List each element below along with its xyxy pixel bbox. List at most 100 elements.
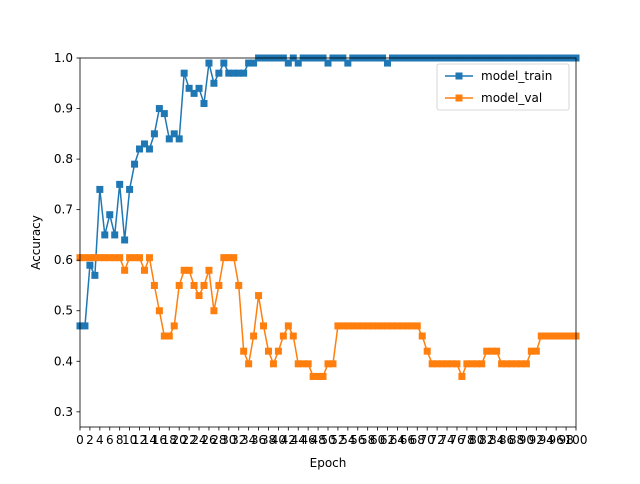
data-point [369, 322, 377, 330]
data-point [324, 59, 332, 67]
x-tick-label: 40 [271, 433, 286, 447]
data-point [384, 322, 392, 330]
legend-label: model_train [481, 69, 552, 83]
data-point [185, 84, 193, 92]
x-tick-label: 16 [152, 433, 167, 447]
data-point [136, 254, 144, 262]
data-point [527, 347, 535, 355]
y-tick-label: 1.0 [54, 51, 73, 65]
data-point [443, 360, 451, 368]
x-tick-label: 54 [340, 433, 355, 447]
data-point [200, 281, 208, 289]
data-point [220, 254, 228, 262]
x-tick-label: 64 [390, 433, 405, 447]
x-tick-label: 8 [116, 433, 124, 447]
x-tick-label: 52 [330, 433, 345, 447]
data-point [220, 59, 228, 67]
legend-marker [455, 72, 463, 80]
data-point [121, 266, 129, 274]
x-tick-label: 98 [558, 433, 573, 447]
x-tick-label: 6 [106, 433, 114, 447]
data-point [86, 254, 94, 262]
data-point [458, 372, 466, 380]
x-tick-label: 26 [201, 433, 216, 447]
data-point [269, 360, 277, 368]
data-point [145, 254, 153, 262]
data-point [225, 254, 233, 262]
data-point [101, 231, 109, 239]
data-point [537, 332, 545, 340]
data-point [205, 59, 213, 67]
data-point [493, 347, 501, 355]
data-point [478, 360, 486, 368]
data-point [552, 332, 560, 340]
x-tick-label: 50 [320, 433, 335, 447]
x-tick-label: 32 [231, 433, 246, 447]
data-point [121, 236, 129, 244]
x-tick-label: 46 [301, 433, 316, 447]
x-tick-label: 30 [221, 433, 236, 447]
data-point [131, 160, 139, 168]
data-point [106, 211, 114, 219]
data-point [180, 266, 188, 274]
data-point [279, 332, 287, 340]
x-tick-label: 78 [459, 433, 474, 447]
data-point [398, 322, 406, 330]
data-point [294, 360, 302, 368]
x-tick-label: 38 [261, 433, 276, 447]
data-point [364, 322, 372, 330]
data-point [235, 69, 243, 77]
data-point [468, 360, 476, 368]
data-point [245, 59, 253, 67]
x-axis-ticks: 0 2 4 6 810121416182022242628303234363840424… [76, 427, 587, 447]
data-point [116, 180, 124, 188]
x-tick-label: 82 [479, 433, 494, 447]
data-point [111, 231, 119, 239]
data-point [195, 84, 203, 92]
data-point [230, 254, 238, 262]
data-point [408, 322, 416, 330]
data-point [165, 135, 173, 143]
data-point [453, 360, 461, 368]
x-tick-label: 90 [519, 433, 534, 447]
data-point [428, 360, 436, 368]
data-point [205, 266, 213, 274]
data-point [508, 360, 516, 368]
data-point [344, 322, 352, 330]
x-tick-label: 80 [469, 433, 484, 447]
data-point [522, 360, 530, 368]
data-point [329, 360, 337, 368]
data-point [140, 266, 148, 274]
x-tick-label: 10 [122, 433, 137, 447]
data-point [215, 69, 223, 77]
data-point [324, 360, 332, 368]
data-point [250, 59, 258, 67]
x-axis-label: Epoch [310, 456, 347, 470]
x-tick-label: 58 [360, 433, 375, 447]
x-tick-label: 66 [400, 433, 415, 447]
x-tick-label: 2 [86, 433, 94, 447]
x-tick-label: 72 [429, 433, 444, 447]
data-point [294, 59, 302, 67]
data-point [309, 372, 317, 380]
data-point [225, 69, 233, 77]
data-point [126, 185, 134, 193]
x-tick-label: 24 [191, 433, 206, 447]
data-point [145, 145, 153, 153]
data-point [175, 135, 183, 143]
x-tick-label: 84 [489, 433, 504, 447]
y-tick-label: 0.8 [54, 152, 73, 166]
data-point [359, 322, 367, 330]
data-point [349, 322, 357, 330]
y-tick-label: 0.7 [54, 203, 73, 217]
legend-marker [455, 94, 463, 102]
data-point [185, 266, 193, 274]
x-tick-label: 22 [181, 433, 196, 447]
data-point [200, 99, 208, 107]
data-point [463, 360, 471, 368]
data-point [245, 360, 253, 368]
data-point [131, 254, 139, 262]
x-tick-label: 56 [350, 433, 365, 447]
x-tick-label: 100 [565, 433, 588, 447]
x-tick-label: 88 [509, 433, 524, 447]
